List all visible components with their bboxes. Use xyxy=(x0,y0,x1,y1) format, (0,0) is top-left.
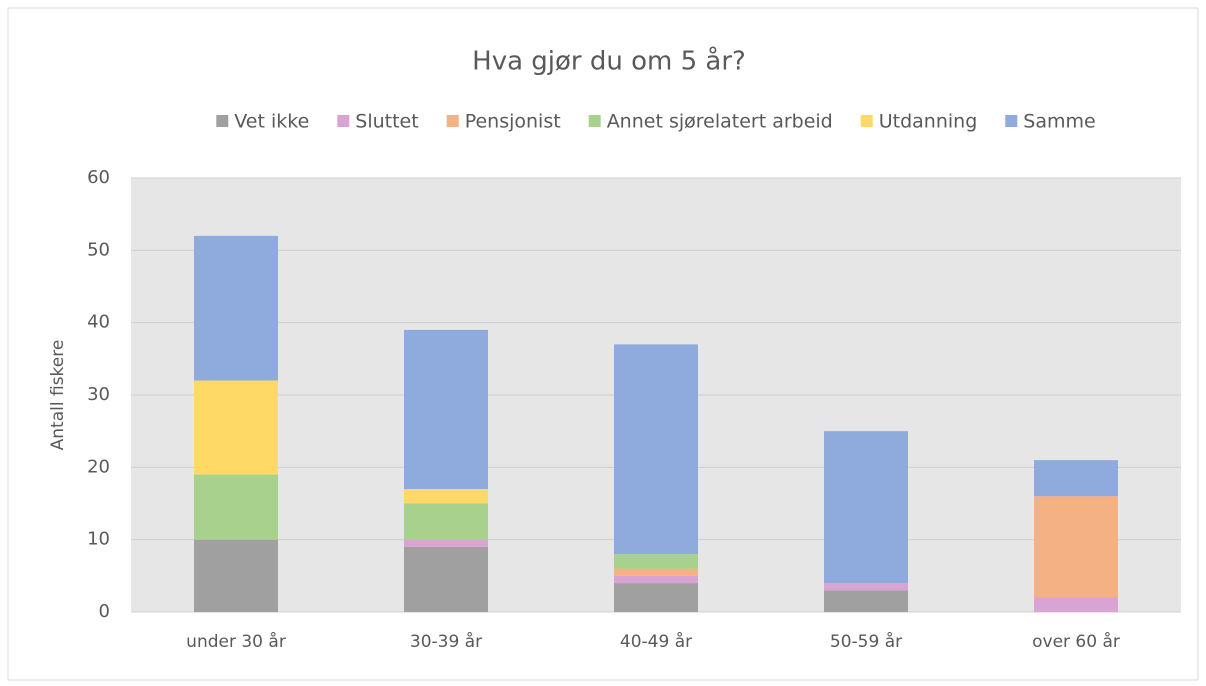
legend-label: Vet ikke xyxy=(234,111,309,133)
x-tick-label: 30-39 år xyxy=(410,631,482,652)
y-tick-label: 0 xyxy=(99,601,110,622)
bar-segment xyxy=(404,546,488,612)
bar-segment xyxy=(404,503,488,540)
legend-label: Sluttet xyxy=(355,111,418,133)
bar-segment xyxy=(614,344,698,555)
x-tick-label: over 60 år xyxy=(1032,631,1120,652)
bar-segment xyxy=(614,568,698,576)
x-tick-label: 50-59 år xyxy=(830,631,902,652)
legend-swatch xyxy=(588,115,601,127)
legend-swatch xyxy=(337,115,350,127)
y-tick-label: 30 xyxy=(87,384,110,405)
bar-segment xyxy=(824,583,908,591)
y-axis-label: Antall fiskere xyxy=(48,340,68,451)
y-tick-label: 10 xyxy=(87,529,110,550)
legend-swatch xyxy=(216,115,229,127)
bar-segment xyxy=(404,329,488,490)
bar-segment xyxy=(194,380,278,475)
bar-segment xyxy=(404,489,488,504)
bar-segment xyxy=(1034,460,1118,497)
legend-label: Pensjonist xyxy=(465,111,561,133)
bar-segment xyxy=(1034,496,1118,598)
bar-segment xyxy=(404,539,488,547)
y-tick-label: 40 xyxy=(87,312,110,333)
bar-segment xyxy=(614,583,698,612)
bar-segment xyxy=(194,235,278,381)
bar-segment xyxy=(824,431,908,584)
bar-segment xyxy=(614,554,698,569)
legend-label: Annet sjørelatert arbeid xyxy=(607,111,833,133)
legend-label: Utdanning xyxy=(879,111,978,133)
bar-segment xyxy=(614,575,698,584)
bar-segment xyxy=(194,539,278,612)
legend-swatch xyxy=(1005,115,1018,127)
legend-swatch xyxy=(446,115,459,127)
y-tick-label: 60 xyxy=(87,167,110,188)
chart-title: Hva gjør du om 5 år? xyxy=(472,46,746,77)
bar-segment xyxy=(824,590,908,612)
legend-swatch xyxy=(860,115,873,127)
x-tick-label: under 30 år xyxy=(186,631,286,652)
y-tick-label: 20 xyxy=(87,456,110,477)
y-tick-label: 50 xyxy=(87,239,110,260)
x-tick-label: 40-49 år xyxy=(620,631,692,652)
bar-segment xyxy=(194,474,278,540)
legend-label: Samme xyxy=(1023,111,1095,133)
bar-segment xyxy=(1034,597,1118,612)
